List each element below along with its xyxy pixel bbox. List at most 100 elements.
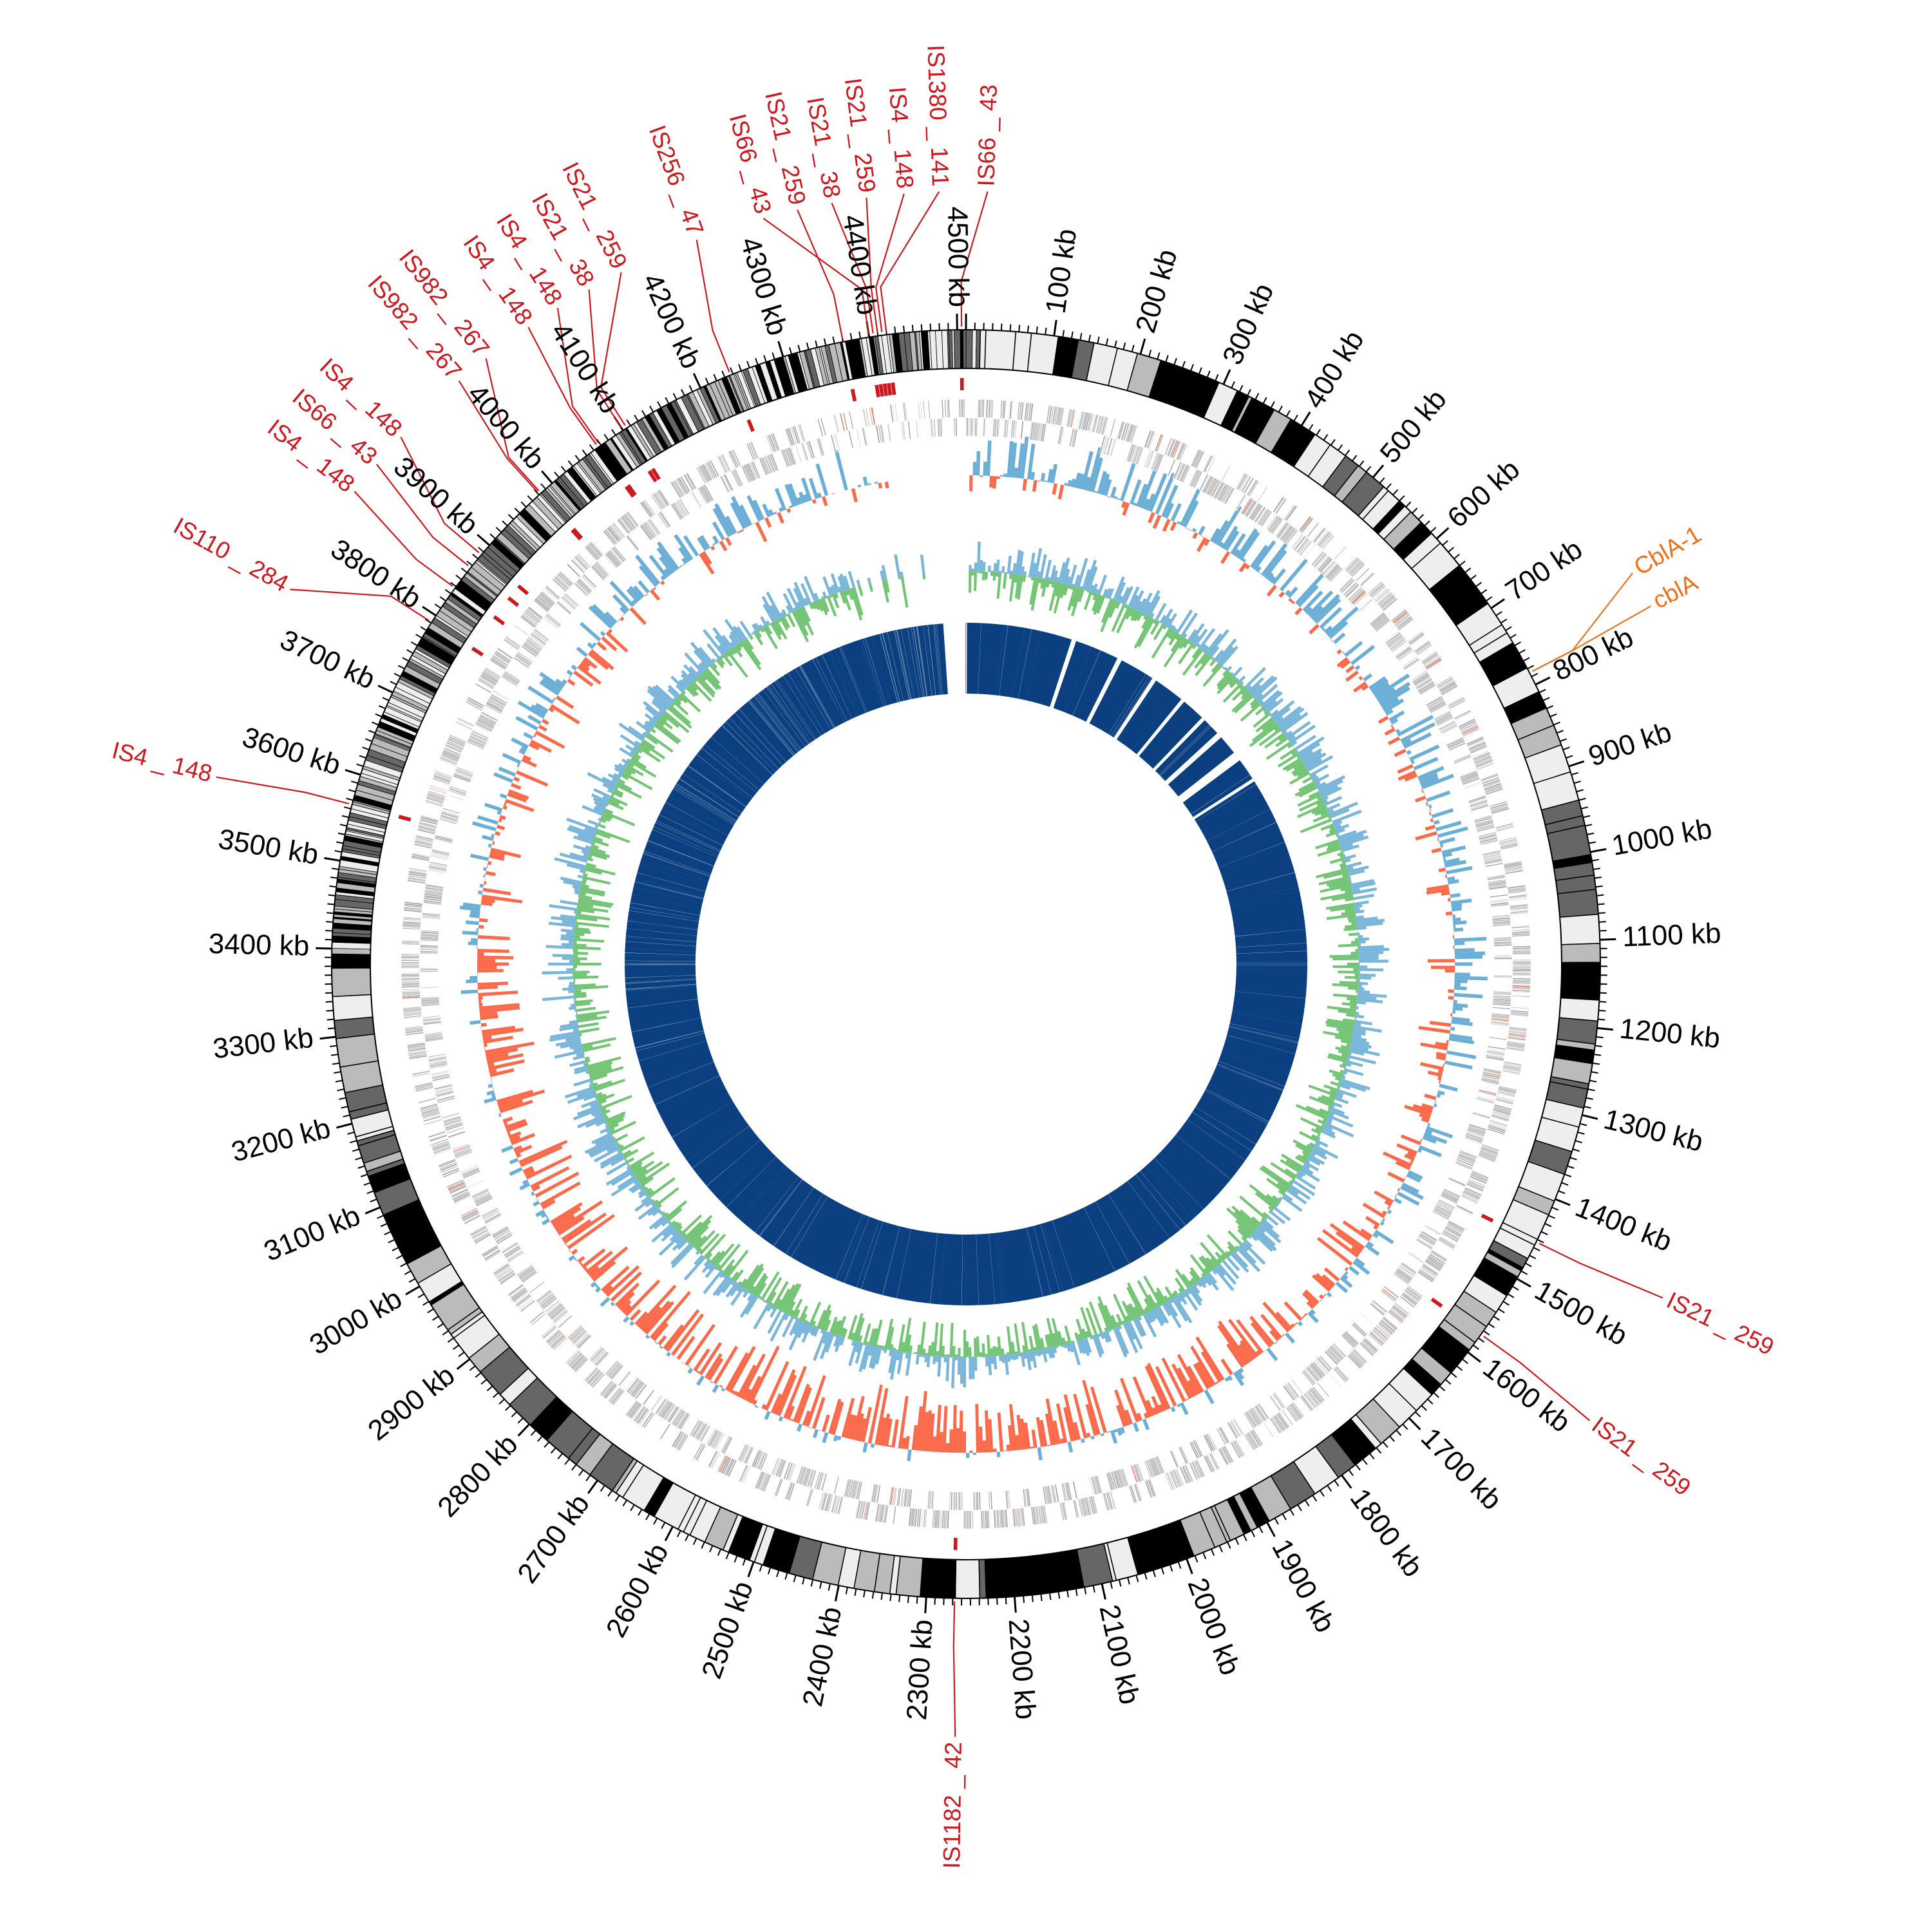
content-bar-positive <box>1356 1001 1366 1005</box>
content-bar-negative <box>694 679 697 683</box>
skew-bar-negative <box>922 1412 929 1452</box>
skew-bar-negative <box>629 607 647 625</box>
gene-tile <box>820 1492 826 1510</box>
content-bar-negative <box>720 1269 724 1273</box>
content-bar-negative <box>1260 705 1263 708</box>
gene-tile <box>1448 742 1466 752</box>
content-bar-positive <box>561 943 574 947</box>
content-bar-positive <box>1063 1343 1067 1349</box>
content-bar-negative <box>1295 1155 1306 1164</box>
content-bar-positive <box>638 1191 647 1198</box>
content-bar-positive <box>591 1110 602 1117</box>
content-bar-negative <box>985 571 988 580</box>
content-bar-negative <box>718 1244 741 1271</box>
skew-bar-negative <box>1387 1171 1405 1183</box>
content-bar-negative <box>1325 902 1355 910</box>
gene-tile <box>1511 927 1530 929</box>
gene-tile <box>1428 1253 1446 1265</box>
gene-tile <box>796 1466 804 1484</box>
content-bar-negative <box>1182 649 1204 676</box>
skew-bar-negative <box>497 824 506 831</box>
gene-tile <box>1512 983 1531 985</box>
content-bar-negative <box>1211 663 1220 673</box>
skew-bar-negative <box>490 848 522 858</box>
gene-tile <box>990 399 992 419</box>
content-bar-negative <box>601 816 611 822</box>
gene-tile <box>1053 406 1057 425</box>
coverage-break <box>1222 1052 1289 1075</box>
gene-tile <box>1269 1396 1280 1412</box>
gene-tile <box>1459 1152 1477 1160</box>
content-bar-positive <box>1307 1156 1321 1166</box>
content-bar-positive <box>1061 557 1070 584</box>
coverage-break <box>1227 1035 1296 1054</box>
gene-tile <box>1455 1160 1473 1168</box>
skew-bar-positive <box>1378 681 1411 705</box>
content-bar-negative <box>672 701 689 715</box>
content-bar-negative <box>1189 1271 1199 1282</box>
skew-bar-negative <box>1039 1419 1048 1447</box>
skew-bar-negative <box>887 1444 892 1448</box>
gene-tile <box>625 1376 638 1392</box>
content-bar-positive <box>680 674 692 685</box>
skew-bar-positive <box>619 606 627 614</box>
gene-tile <box>1372 616 1388 630</box>
gene-tile <box>1480 839 1499 846</box>
skew-bar-negative <box>1220 1358 1233 1376</box>
content-bar-positive <box>581 1099 598 1108</box>
content-bar-negative <box>657 719 665 726</box>
content-bar-positive <box>1331 1107 1345 1115</box>
content-bar-negative <box>887 1327 895 1350</box>
content-bar-positive <box>767 1309 782 1334</box>
gene-tile <box>1132 445 1139 464</box>
content-bar-negative <box>728 1276 732 1279</box>
gene-tile <box>1341 580 1356 594</box>
gene-tile <box>1326 565 1341 580</box>
gene-tile <box>463 1213 480 1224</box>
skew-bar-positive <box>1097 471 1107 495</box>
gene-tile <box>1454 1162 1472 1171</box>
gene-tile <box>718 1455 728 1473</box>
content-bar-negative <box>735 1282 739 1284</box>
skew-bar-negative <box>719 540 728 552</box>
skew-bar-positive <box>752 499 765 520</box>
skew-bar-negative <box>1218 1320 1250 1364</box>
content-bar-positive <box>1133 590 1144 610</box>
gene-tile <box>594 1350 608 1365</box>
content-bar-negative <box>1317 1119 1326 1125</box>
content-bar-positive <box>1178 1293 1188 1305</box>
gene-tile <box>507 1251 524 1263</box>
content-bar-positive <box>574 910 577 914</box>
content-bar-negative <box>1202 650 1206 654</box>
skew-bar-positive <box>639 565 658 587</box>
skew-bar-negative <box>1306 1301 1315 1309</box>
content-bar-negative <box>582 1045 593 1050</box>
skew-bar-negative <box>878 482 882 489</box>
skew-bar-negative <box>831 1401 844 1435</box>
content-bar-negative <box>587 857 594 862</box>
content-bar-negative <box>1339 862 1347 867</box>
content-bar-positive <box>576 905 578 909</box>
content-bar-positive <box>1349 1049 1365 1056</box>
content-bar-negative <box>1189 1254 1208 1276</box>
coverage-break <box>933 624 940 695</box>
content-bar-negative <box>653 723 679 744</box>
content-bar-negative <box>653 1199 659 1205</box>
content-bar-negative <box>595 831 611 839</box>
skew-bar-negative <box>1262 1302 1290 1332</box>
content-bar-positive <box>1278 707 1305 728</box>
skew-bar-positive <box>1271 568 1286 585</box>
skew-bar-negative <box>992 476 997 489</box>
gene-tile <box>1395 645 1411 658</box>
gene-tile <box>931 1510 934 1528</box>
content-bar-positive <box>559 852 587 863</box>
gene-tile <box>1508 894 1527 898</box>
content-bar-positive <box>598 817 601 821</box>
content-bar-positive <box>833 1335 840 1347</box>
skew-bar-negative <box>710 545 715 551</box>
gene-tile <box>626 1378 639 1394</box>
content-bar-positive <box>1297 1173 1303 1179</box>
coverage-break <box>676 783 737 821</box>
skew-bar-negative <box>477 949 509 953</box>
gene-tile <box>961 1492 963 1511</box>
